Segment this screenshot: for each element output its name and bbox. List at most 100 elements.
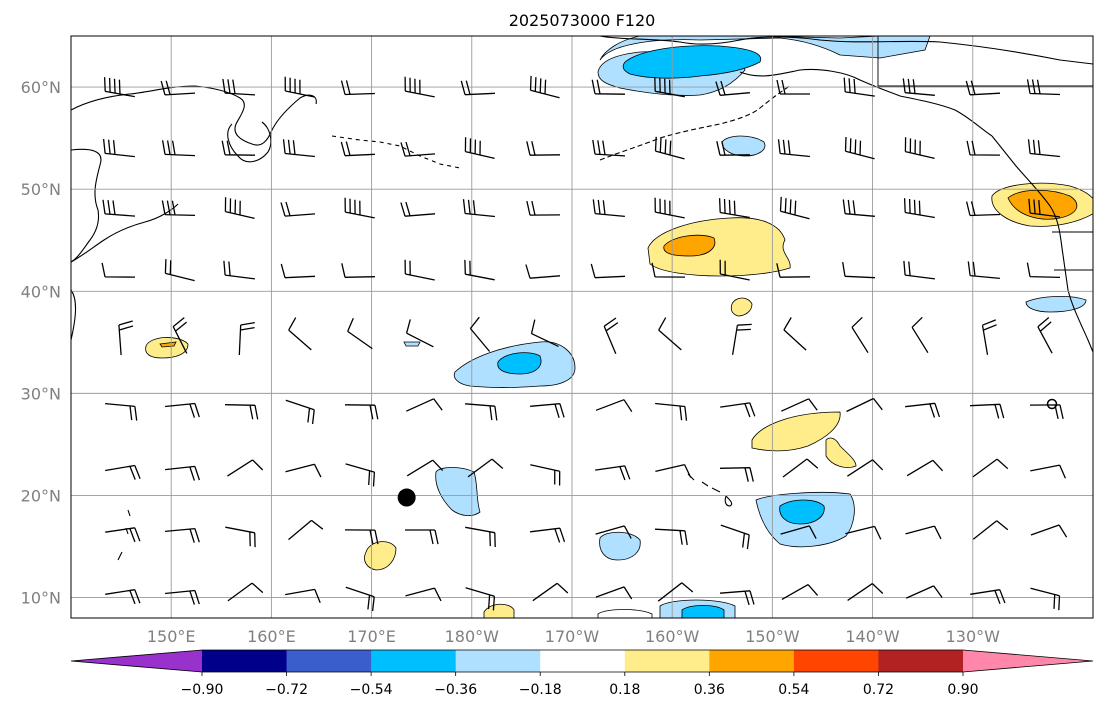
wind-barb-71: [530, 319, 559, 347]
wind-barb-80: [105, 402, 138, 421]
wind-barb-29: [904, 137, 935, 160]
wind-barb-68: [347, 317, 373, 350]
wind-barb-108: [847, 459, 884, 477]
wind-barb-15: [1026, 79, 1061, 96]
colorbar-ticks: −0.90 −0.72 −0.54 −0.36 −0.18 0.18 0.36 0.54 0.7…: [181, 672, 979, 698]
lat-label-3: 30°N: [21, 384, 61, 403]
colorbar-tick-label-0: −0.90: [181, 682, 224, 698]
lon-label-6: 150°W: [745, 627, 800, 646]
wind-barb-73: [658, 317, 682, 351]
wind-barb-13: [902, 78, 935, 96]
wind-barb-93: [905, 402, 941, 418]
wind-barb-41: [654, 197, 685, 219]
wind-barb-128: [105, 589, 141, 605]
colorbar-tick-label-4: −0.18: [519, 682, 562, 698]
wind-barb-92: [846, 397, 883, 413]
wind-barb-49: [164, 259, 195, 282]
wind-barb-83: [285, 399, 315, 425]
wind-barb-51: [280, 263, 316, 279]
negative-region-hawaii-west: [435, 467, 481, 516]
wind-barb-81: [165, 402, 200, 418]
strong-positive-west: [159, 341, 177, 348]
wind-barb-113: [165, 527, 200, 543]
japan-south: [71, 289, 77, 341]
colorbar-segment-2: [286, 650, 372, 672]
wind-barb-125: [905, 525, 942, 540]
colorbar-segment-5: [540, 650, 626, 672]
bc-coast: [991, 135, 1093, 353]
wind-barb-4: [340, 80, 376, 96]
wind-barb-103: [530, 464, 561, 486]
wind-barb-135: [532, 582, 569, 602]
wind-barb-37: [400, 201, 436, 217]
lat-label-0: 60°N: [21, 78, 61, 97]
aleutians: [599, 85, 791, 161]
lon-label-8: 130°W: [946, 627, 1001, 646]
map-area[interactable]: [71, 36, 1097, 620]
wind-barb-123: [780, 525, 817, 539]
colorbar-tick-label-6: 0.36: [694, 682, 725, 698]
wind-barb-62: [967, 261, 1000, 280]
colorbar-segment-3: [371, 650, 457, 672]
wind-barb-78: [981, 319, 997, 355]
colorbar-segment-7: [709, 650, 795, 672]
wind-barb-18: [221, 140, 256, 156]
wind-barb-30: [966, 140, 1001, 156]
wind-barb-43: [779, 196, 810, 220]
location-marker[interactable]: [397, 488, 416, 507]
positive-region-small: [730, 297, 753, 317]
wind-barb-84: [344, 404, 379, 420]
wind-barb-107: [782, 458, 819, 478]
wind-barb-11: [776, 79, 810, 95]
wind-barb-42: [718, 198, 750, 219]
wind-barb-74: [731, 323, 752, 355]
wind-barb-27: [777, 139, 810, 158]
wind-barb-139: [781, 584, 819, 600]
wind-barb-57: [651, 262, 686, 278]
wind-barb-53: [404, 259, 435, 281]
wind-barb-35: [280, 201, 316, 217]
map-frame: [70, 35, 1094, 619]
positive-region-nepac: [647, 217, 791, 277]
wind-barb-90: [720, 402, 756, 418]
wind-barb-5: [404, 76, 435, 98]
wind-barb-20: [340, 141, 376, 157]
wind-barb-65: [172, 317, 188, 354]
wind-barb-142: [970, 589, 1006, 605]
wind-barb-64: [118, 320, 134, 356]
wind-barb-106: [719, 467, 754, 482]
colorbar-segment-6: [624, 650, 710, 672]
colorbar-tick-label-2: −0.54: [350, 682, 393, 698]
lon-label-1: 160°E: [247, 627, 296, 646]
wind-barb-98: [227, 459, 264, 477]
wind-barb-2: [222, 78, 256, 96]
wind-barb-7: [529, 75, 560, 99]
wind-barb-102: [467, 458, 504, 478]
wind-barb-87: [530, 403, 565, 418]
colorbar-tick-label-1: −0.72: [265, 682, 308, 698]
figure-title: 2025073000 F120: [509, 11, 656, 30]
coastlines: [71, 36, 1093, 561]
wind-barb-22: [464, 137, 495, 160]
colorbar-segment-4: [455, 650, 541, 672]
colorbar-segment-8: [793, 650, 880, 672]
wind-barb-138: [719, 590, 755, 606]
alaska-peninsula: [739, 68, 993, 137]
wind-barb-63: [1026, 262, 1061, 279]
wind-barb-100: [345, 463, 376, 487]
wind-barb-1: [160, 80, 196, 96]
wind-barb-124: [845, 525, 882, 540]
negative-region-gulf: [721, 135, 766, 157]
strong-positive-bc: [1007, 189, 1078, 220]
wind-barb-26: [716, 141, 751, 156]
wind-barb-33: [161, 200, 196, 217]
wind-barb-25: [654, 136, 685, 160]
wind-barb-94: [969, 403, 1005, 419]
positive-region-south: [364, 541, 397, 571]
wind-barb-110: [972, 458, 1009, 478]
strong-negative-bottom: [681, 605, 725, 618]
positive-region-southeast2: [825, 437, 857, 468]
colorbar-segment-9: [878, 650, 964, 672]
colorbar-tick-label-7: 0.54: [778, 682, 809, 698]
wind-barb-40: [592, 199, 625, 218]
